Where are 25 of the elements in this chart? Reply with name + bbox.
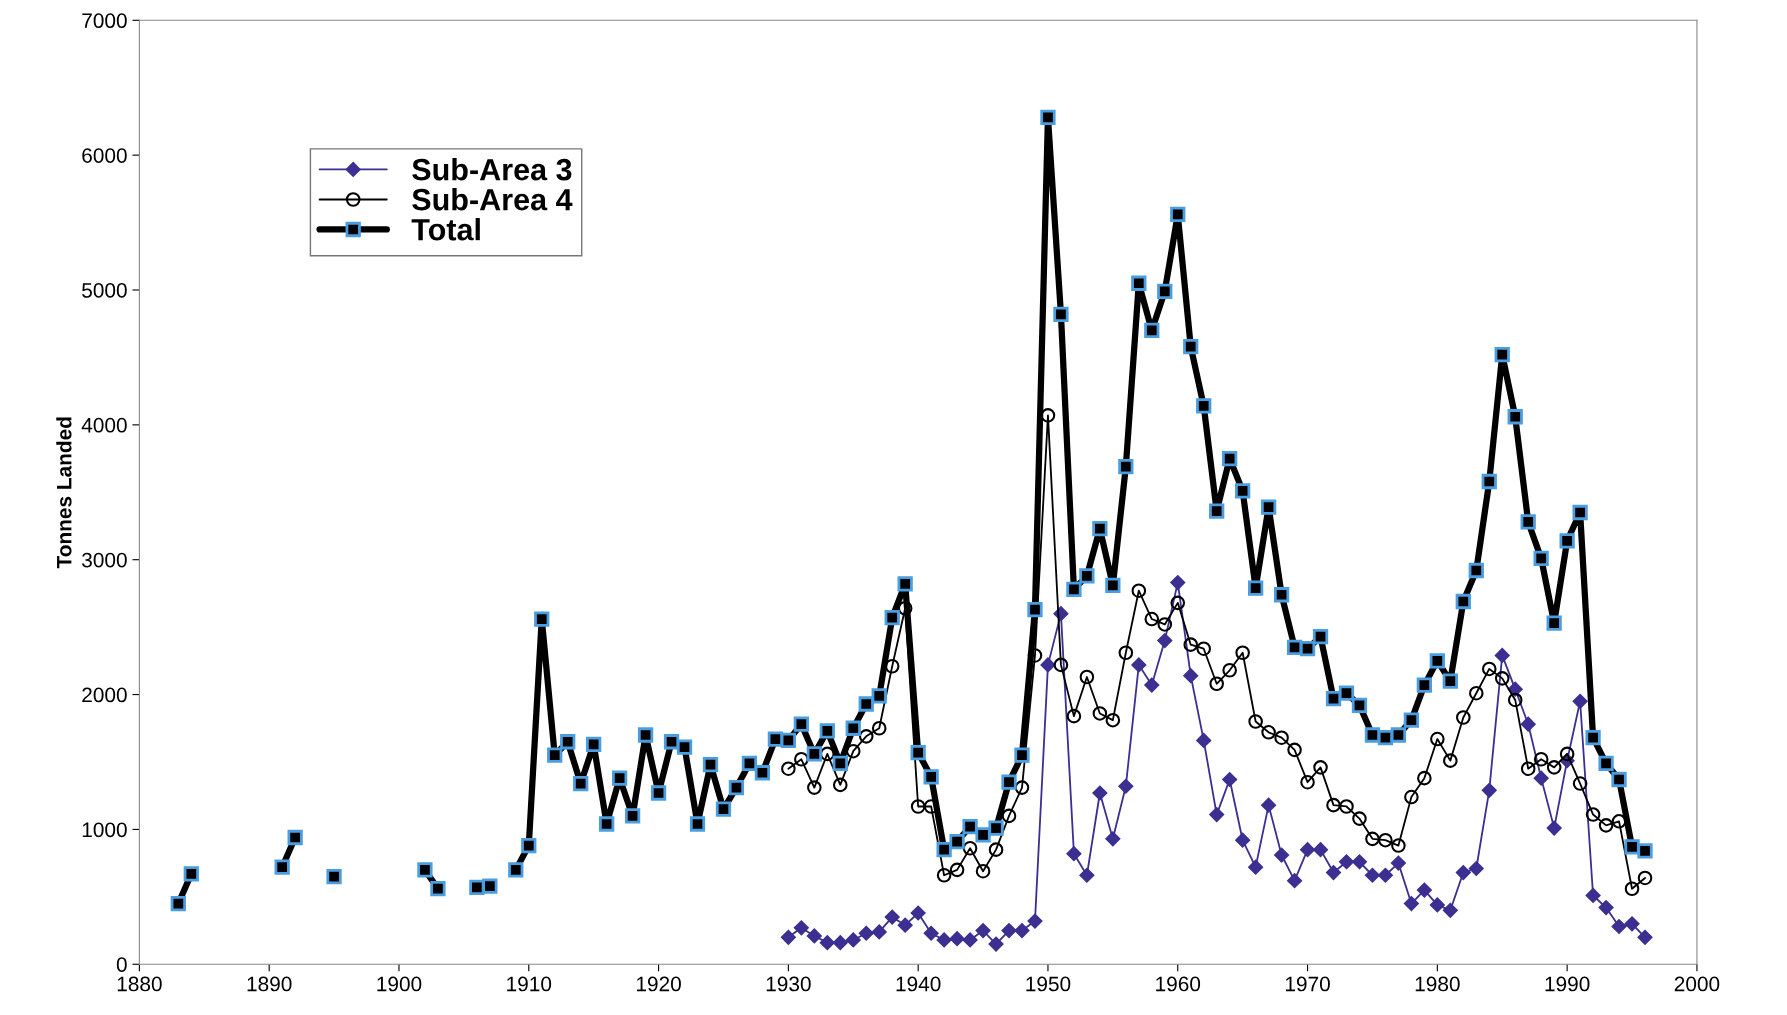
x-tick-label: 1960 xyxy=(1156,976,1201,992)
x-tick-label: 1880 xyxy=(117,976,162,992)
y-tick-label: 6000 xyxy=(82,148,127,163)
y-tick-label: 0 xyxy=(116,957,127,972)
x-tick-label: 1980 xyxy=(1415,976,1460,992)
y-tick-label: 3000 xyxy=(82,552,127,568)
x-tick-label: 1920 xyxy=(636,976,681,992)
x-tick-label: 1970 xyxy=(1285,976,1330,992)
x-tick-label: 1950 xyxy=(1026,976,1071,992)
x-tick-label: 1910 xyxy=(507,976,552,992)
y-tick-label: 7000 xyxy=(82,13,127,29)
y-tick-label: 5000 xyxy=(82,283,127,298)
x-tick-label: 1930 xyxy=(766,976,811,992)
x-tick-label: 2000 xyxy=(1674,976,1720,992)
legend-label: Total xyxy=(411,218,480,241)
x-tick-label: 1990 xyxy=(1545,976,1590,992)
legend-label: Sub-Area 4 xyxy=(412,188,573,211)
x-tick-label: 1890 xyxy=(247,976,292,992)
legend-label: Sub-Area 3 xyxy=(412,158,572,181)
y-tick-label: 2000 xyxy=(82,687,127,703)
y-axis-title: Tonnes Landed xyxy=(56,417,72,569)
y-tick-label: 4000 xyxy=(81,417,127,433)
y-tick-label: 1000 xyxy=(82,822,127,838)
x-tick-label: 1900 xyxy=(377,976,422,992)
x-tick-label: 1940 xyxy=(896,976,941,992)
